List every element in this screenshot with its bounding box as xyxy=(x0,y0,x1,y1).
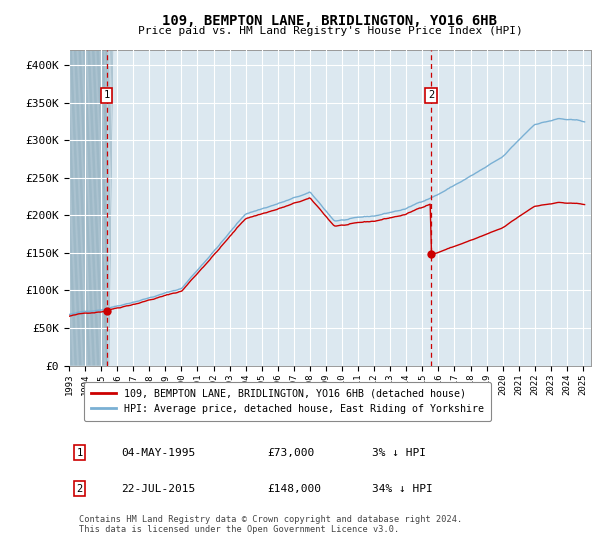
Text: £73,000: £73,000 xyxy=(268,447,314,458)
Bar xyxy=(69,50,107,366)
Text: £148,000: £148,000 xyxy=(268,484,322,494)
Text: 2: 2 xyxy=(428,90,434,100)
Text: 34% ↓ HPI: 34% ↓ HPI xyxy=(372,484,433,494)
Text: 1: 1 xyxy=(76,447,83,458)
Text: 109, BEMPTON LANE, BRIDLINGTON, YO16 6HB: 109, BEMPTON LANE, BRIDLINGTON, YO16 6HB xyxy=(163,14,497,28)
Text: 3% ↓ HPI: 3% ↓ HPI xyxy=(372,447,426,458)
Text: Price paid vs. HM Land Registry's House Price Index (HPI): Price paid vs. HM Land Registry's House … xyxy=(137,26,523,36)
Text: 1: 1 xyxy=(103,90,110,100)
Text: 04-MAY-1995: 04-MAY-1995 xyxy=(121,447,196,458)
Text: Contains HM Land Registry data © Crown copyright and database right 2024.
This d: Contains HM Land Registry data © Crown c… xyxy=(79,515,463,534)
Text: 22-JUL-2015: 22-JUL-2015 xyxy=(121,484,196,494)
Legend: 109, BEMPTON LANE, BRIDLINGTON, YO16 6HB (detached house), HPI: Average price, d: 109, BEMPTON LANE, BRIDLINGTON, YO16 6HB… xyxy=(85,381,491,421)
Text: 2: 2 xyxy=(76,484,83,494)
